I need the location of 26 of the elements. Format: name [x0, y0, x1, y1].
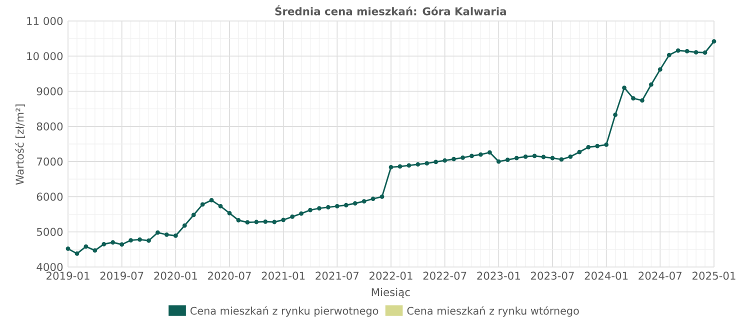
- x-axis-title: Miesiąc: [372, 288, 410, 298]
- x-tick-label: 2024-07: [638, 272, 682, 280]
- y-axis-title: Wartość [zł/m²]: [15, 104, 25, 185]
- chart-title: Średnia cena mieszkań: Góra Kalwaria: [275, 5, 506, 16]
- y-tick-label: 7000: [37, 158, 63, 166]
- y-tick-label: 4000: [36, 262, 63, 272]
- x-tick-label: 2019-07: [100, 272, 144, 280]
- x-tick-label: 2020-07: [208, 272, 251, 280]
- x-tick-label: 2020-01: [154, 272, 197, 280]
- x-tick-label: 2021-07: [316, 272, 359, 280]
- x-tick-label: 2025-01: [692, 272, 736, 280]
- x-tick-label: 2022-07: [423, 272, 466, 280]
- legend-label: Cena mieszkań z rynku pierwotnego: [190, 306, 378, 317]
- y-tick-label: 10 000: [27, 52, 63, 60]
- legend-label: Cena mieszkań z rynku wtórnego: [407, 306, 579, 317]
- y-tick-label: 11 000: [27, 16, 63, 26]
- x-tick-label: 2023-01: [477, 272, 520, 280]
- y-tick-label: 8000: [36, 122, 63, 130]
- x-tick-label: 2023-07: [530, 272, 574, 280]
- y-tick-label: 9000: [36, 87, 63, 96]
- x-tick-label: 2021-01: [262, 272, 305, 280]
- x-tick-label: 2022-01: [369, 272, 412, 280]
- y-tick-label: 5000: [36, 228, 63, 236]
- y-tick-label: 6000: [36, 192, 63, 201]
- x-tick-label: 2024-01: [584, 272, 628, 280]
- x-tick-label: 2019-01: [46, 272, 90, 280]
